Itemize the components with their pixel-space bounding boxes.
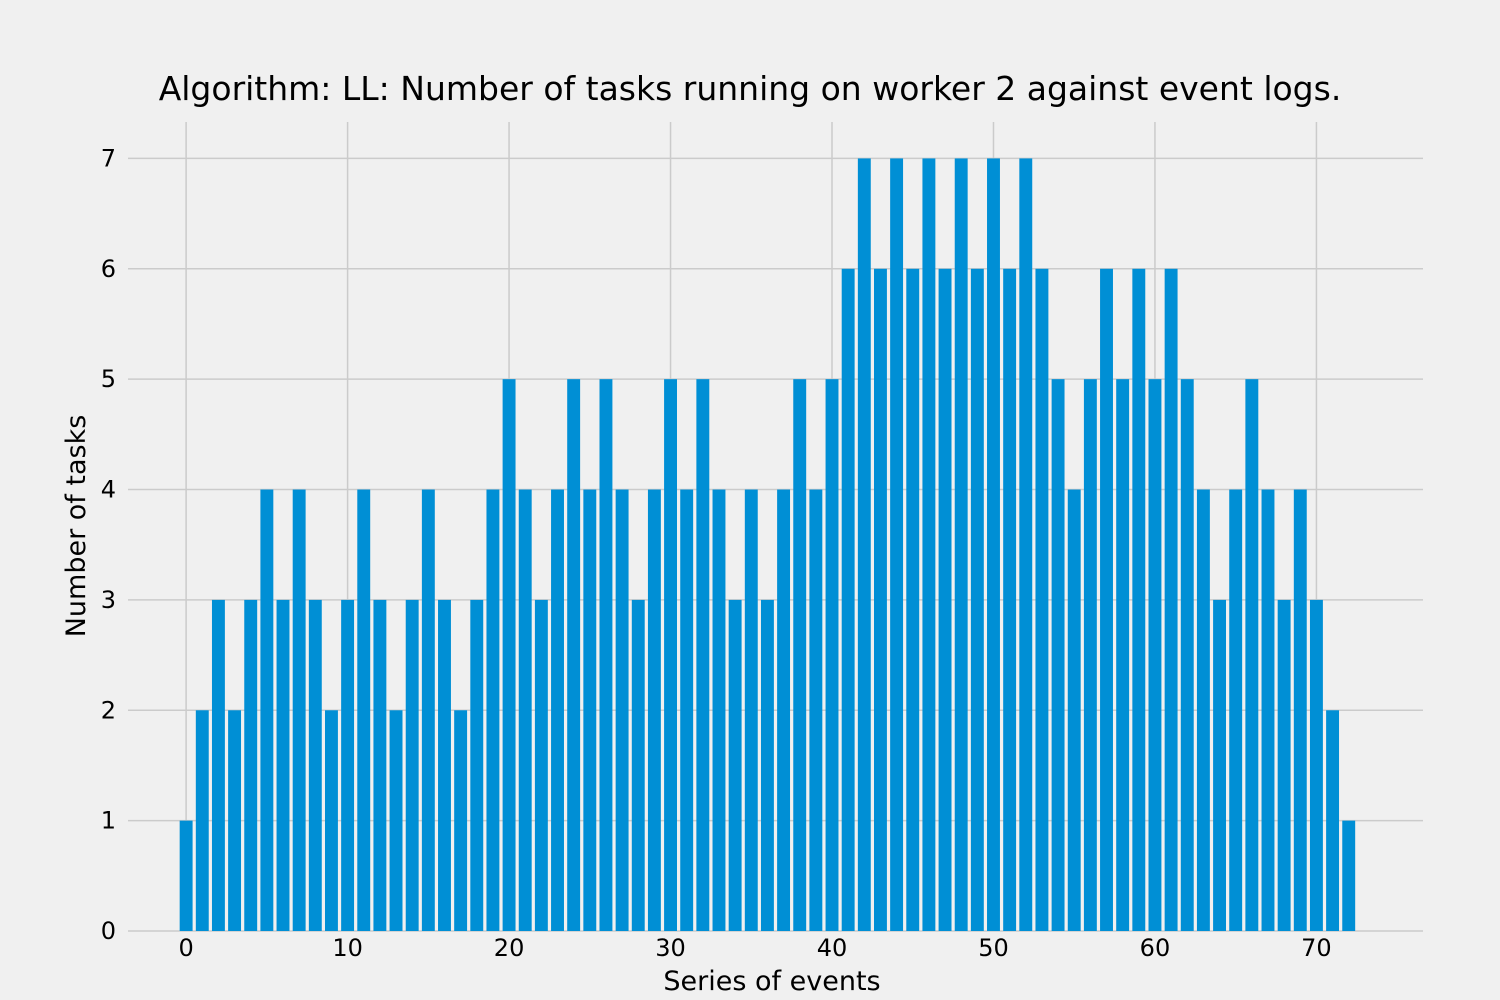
- bar: [341, 599, 355, 931]
- bar: [970, 268, 984, 931]
- y-tick-label: 1: [101, 807, 116, 835]
- bar: [873, 268, 887, 931]
- bar: [228, 710, 242, 931]
- bar: [470, 599, 484, 931]
- bar: [357, 489, 371, 931]
- bar: [373, 599, 387, 931]
- x-tick-label: 60: [1140, 934, 1171, 962]
- bar: [1035, 268, 1049, 931]
- bar: [1132, 268, 1146, 931]
- bar: [486, 489, 500, 931]
- bar: [599, 379, 613, 931]
- bar: [1180, 379, 1194, 931]
- bar: [308, 599, 322, 931]
- x-tick-label: 40: [817, 934, 848, 962]
- bar: [502, 379, 516, 931]
- bars: [179, 158, 1356, 931]
- bar: [260, 489, 274, 931]
- bar: [1277, 599, 1291, 931]
- bar: [1067, 489, 1081, 931]
- y-tick-label: 4: [101, 476, 116, 504]
- y-tick-label: 5: [101, 365, 116, 393]
- bar: [1261, 489, 1275, 931]
- bar: [1116, 379, 1130, 931]
- bar: [195, 710, 209, 931]
- grid: [128, 122, 1423, 932]
- bar: [292, 489, 306, 931]
- bar: [1196, 489, 1210, 931]
- bar: [534, 599, 548, 931]
- y-tick-label: 0: [101, 917, 116, 945]
- bar: [857, 158, 871, 931]
- bar: [1326, 710, 1340, 931]
- bar: [567, 379, 581, 931]
- bar: [825, 379, 839, 931]
- bar: [922, 158, 936, 931]
- bar: [938, 268, 952, 931]
- bar: [760, 599, 774, 931]
- bar: [1213, 599, 1227, 931]
- bar: [518, 489, 532, 931]
- bar: [1293, 489, 1307, 931]
- bar: [244, 599, 258, 931]
- bar: [664, 379, 678, 931]
- bar: [793, 379, 807, 931]
- bar: [647, 489, 661, 931]
- x-tick-label: 50: [978, 934, 1009, 962]
- bar: [454, 710, 468, 931]
- bar: [1051, 379, 1065, 931]
- bar: [712, 489, 726, 931]
- x-tick-label: 70: [1301, 934, 1332, 962]
- bar: [276, 599, 290, 931]
- bar: [1019, 158, 1033, 931]
- bar: [906, 268, 920, 931]
- bar: [211, 599, 225, 931]
- bar: [841, 268, 855, 931]
- bar: [1164, 268, 1178, 931]
- bar: [809, 489, 823, 931]
- bar: [583, 489, 597, 931]
- y-tick-label: 6: [101, 255, 116, 283]
- bar: [1083, 379, 1097, 931]
- bar: [179, 820, 193, 931]
- y-tick-label: 2: [101, 696, 116, 724]
- bar: [987, 158, 1000, 931]
- y-tick-label: 7: [101, 144, 116, 172]
- bar: [389, 710, 403, 931]
- x-tick-label: 20: [494, 934, 525, 962]
- y-tick-label: 3: [101, 586, 116, 614]
- bar: [324, 710, 338, 931]
- bar: [1148, 379, 1162, 931]
- bar: [777, 489, 791, 931]
- x-tick-label: 0: [178, 934, 193, 962]
- bar: [1309, 599, 1323, 931]
- bar: [631, 599, 645, 931]
- bar: [728, 599, 742, 931]
- chart-title: Algorithm: LL: Number of tasks running o…: [159, 69, 1342, 108]
- y-axis-label: Number of tasks: [61, 415, 92, 638]
- bar: [680, 489, 694, 931]
- bar: [1342, 820, 1356, 931]
- bar: [744, 489, 758, 931]
- bar: [405, 599, 419, 931]
- bar: [1245, 379, 1259, 931]
- bar: [438, 599, 451, 931]
- x-axis-label: Series of events: [663, 966, 880, 997]
- bar: [954, 158, 968, 931]
- bar: [890, 158, 904, 931]
- bar: [615, 489, 629, 931]
- tick-labels: 0 10 20 30 40 50 60 70 0 1 2 3 4 5 6 7: [101, 144, 1332, 962]
- bar: [1003, 268, 1017, 931]
- bar: [1100, 268, 1113, 931]
- bar: [1229, 489, 1243, 931]
- bar: [696, 379, 710, 931]
- x-tick-label: 30: [655, 934, 686, 962]
- x-tick-label: 10: [332, 934, 363, 962]
- bar: [551, 489, 564, 931]
- bar: [421, 489, 435, 931]
